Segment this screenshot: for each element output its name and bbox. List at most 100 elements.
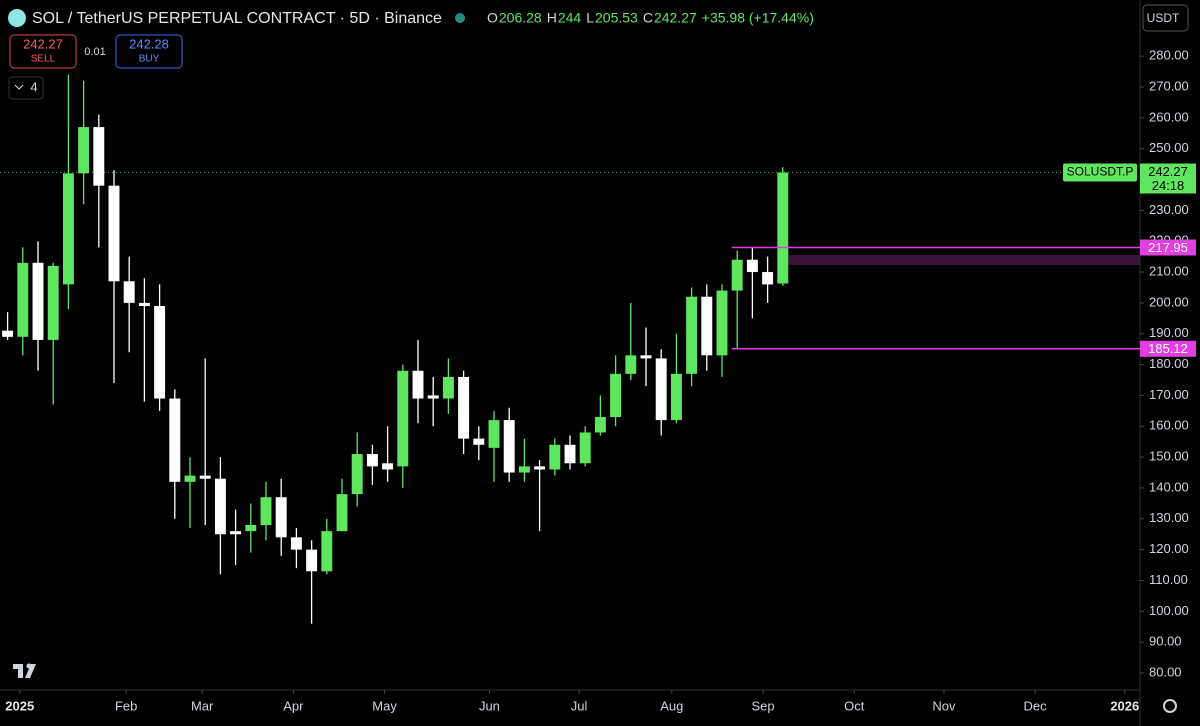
candle-body [184, 475, 196, 482]
x-tick-label: 2025 [5, 698, 34, 713]
settings-button[interactable] [1163, 699, 1177, 713]
ohlc-value: 242.27 [654, 10, 697, 26]
candle-body [518, 466, 530, 473]
candle-body [397, 370, 409, 467]
y-tick-label: 260.00 [1149, 109, 1189, 124]
candle-body [108, 185, 120, 282]
candle-body [746, 259, 758, 273]
y-tick-label: 230.00 [1149, 202, 1189, 217]
indicators-count[interactable]: 4 [30, 79, 37, 94]
ohlc-key: L [586, 10, 594, 26]
candle-body [306, 549, 318, 572]
level-label-bg [1140, 239, 1196, 256]
y-tick-label: 100.00 [1149, 603, 1189, 618]
x-tick-label: Mar [191, 698, 214, 713]
candle-body [138, 302, 150, 306]
candle-body [336, 494, 348, 532]
y-tick-label: 210.00 [1149, 263, 1189, 278]
sell-button[interactable] [9, 34, 77, 69]
candle-body [260, 497, 272, 525]
candle-body [47, 265, 59, 340]
candle-body [610, 373, 622, 418]
level-label-bg [1140, 340, 1196, 357]
candle-body [686, 296, 698, 374]
indicators-toggle[interactable] [8, 76, 44, 100]
candle-body [762, 272, 774, 285]
candle-body [549, 444, 561, 470]
buy-label[interactable]: BUY [139, 54, 160, 65]
y-tick-label: 200.00 [1149, 294, 1189, 309]
sell-price[interactable]: 242.27 [23, 36, 63, 51]
y-tick-label: 80.00 [1149, 664, 1182, 679]
price-label-bg [1140, 163, 1196, 194]
candle-body [488, 420, 500, 448]
candle-body [230, 531, 242, 535]
buy-price[interactable]: 242.28 [129, 36, 169, 51]
zone [788, 255, 1140, 265]
ohlc-key: C [643, 10, 653, 26]
candle-body [290, 537, 302, 550]
x-tick-label: Apr [283, 698, 304, 713]
candle-body [625, 355, 637, 374]
x-tick-label: Nov [932, 698, 956, 713]
y-tick-label: 180.00 [1149, 356, 1189, 371]
candle-body [427, 395, 439, 399]
candle-body [199, 475, 211, 479]
candle-body [245, 524, 257, 532]
y-tick-label: 90.00 [1149, 634, 1182, 649]
candle-body [442, 376, 454, 399]
level-label: 217.95 [1148, 240, 1188, 255]
sell-label[interactable]: SELL [31, 54, 56, 65]
candle-body [32, 262, 44, 340]
candle-body [2, 330, 14, 337]
candle-body [640, 355, 652, 359]
price-label: 242.27 [1148, 164, 1188, 179]
x-tick-label: Oct [844, 698, 865, 713]
x-tick-label: Sep [751, 698, 774, 713]
x-tick-label: Feb [115, 698, 137, 713]
spread: 0.01 [84, 46, 105, 58]
candle-body [382, 463, 394, 470]
chevron-icon [14, 84, 24, 90]
logo-dot [26, 663, 32, 669]
currency-select[interactable] [1142, 4, 1189, 32]
y-tick-label: 140.00 [1149, 479, 1189, 494]
candle-body [366, 454, 378, 467]
countdown: 24:18 [1152, 178, 1185, 193]
x-tick-label: Dec [1024, 698, 1048, 713]
y-tick-label: 270.00 [1149, 78, 1189, 93]
candle-body [701, 296, 713, 356]
x-tick-label: May [372, 698, 397, 713]
x-tick-label: Aug [660, 698, 683, 713]
candle-body [123, 281, 135, 303]
candle-body [670, 373, 682, 421]
currency[interactable]: USDT [1147, 11, 1180, 25]
candle-body [169, 398, 181, 482]
y-tick-label: 250.00 [1149, 140, 1189, 155]
candle-body [594, 417, 606, 433]
ohlc-key: O [487, 10, 498, 26]
y-tick-label: 110.00 [1149, 572, 1188, 587]
candle-body [564, 444, 576, 464]
candle-body [62, 173, 74, 285]
buy-button[interactable] [115, 34, 183, 69]
symbol-label: SOLUSDT.P [1067, 165, 1134, 179]
candle-body [412, 370, 424, 399]
ohlc-value: 206.28 [499, 10, 542, 26]
y-tick-label: 130.00 [1149, 510, 1189, 525]
candle-body [777, 172, 789, 284]
candle-body [458, 376, 470, 439]
chart-title: SOL / TetherUS PERPETUAL CONTRACT · 5D ·… [32, 10, 442, 27]
change: +35.98 (+17.44%) [702, 10, 814, 26]
x-tick-label: Jul [571, 698, 588, 713]
candle-body [154, 305, 166, 399]
candle-body [534, 466, 546, 470]
y-tick-label: 190.00 [1149, 325, 1189, 340]
symbol-icon [8, 9, 26, 27]
ohlc-value: 244 [558, 10, 582, 26]
symbol-label-bg [1063, 163, 1137, 182]
ohlc-value: 205.53 [595, 10, 638, 26]
y-tick-label: 170.00 [1149, 387, 1189, 402]
candle-body [655, 358, 667, 421]
